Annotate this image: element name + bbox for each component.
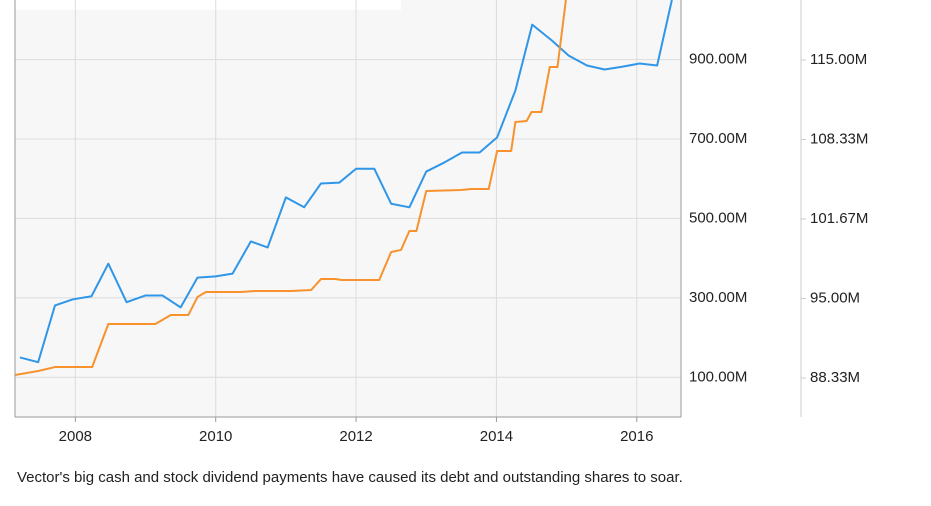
series-line (15, 0, 567, 377)
x-tick-label: 2012 (339, 428, 372, 445)
y-tick-label: 100.00M (689, 368, 747, 385)
y2-tick-label: 108.33M (810, 130, 868, 147)
x-tick-label: 2014 (480, 428, 513, 445)
y-tick-label: 900.00M (689, 51, 747, 68)
x-tick-label: 2008 (59, 428, 92, 445)
y2-tick-label: 115.00M (810, 51, 867, 68)
y-tick-label: 300.00M (689, 289, 747, 306)
y2-tick-label: 88.33M (810, 369, 860, 386)
x-tick-label: 2016 (620, 428, 653, 445)
y-tick-label: 700.00M (689, 130, 747, 147)
y-tick-label: 500.00M (689, 209, 747, 226)
legend-box (15, 0, 401, 10)
y2-tick-label: 95.00M (810, 289, 860, 306)
caption: Vector's big cash and stock dividend pay… (17, 469, 683, 486)
y2-tick-label: 101.67M (810, 210, 868, 227)
series-line (19, 0, 673, 364)
x-tick-label: 2010 (199, 428, 232, 445)
plot-area (15, 0, 681, 417)
